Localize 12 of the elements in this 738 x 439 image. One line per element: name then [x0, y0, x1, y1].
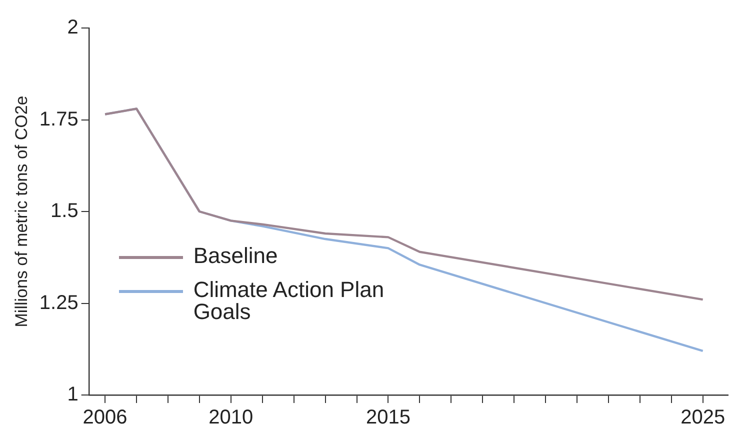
y-axis-title: Millions of metric tons of CO2e — [12, 96, 31, 328]
x-tick-label: 2006 — [82, 406, 128, 429]
legend-label: Climate Action Plan Goals — [193, 277, 386, 324]
y-tick-label: 2 — [67, 16, 78, 39]
legend-label: Baseline — [193, 243, 279, 268]
x-tick-label: 2010 — [208, 406, 254, 429]
x-tick-label: 2015 — [366, 406, 410, 429]
y-tick-label: 1.75 — [39, 108, 78, 130]
y-tick-label: 1.25 — [39, 292, 78, 314]
y-tick-label: 1.5 — [50, 200, 78, 222]
x-tick-label: 2025 — [680, 406, 726, 429]
y-tick-label: 1 — [67, 384, 78, 406]
